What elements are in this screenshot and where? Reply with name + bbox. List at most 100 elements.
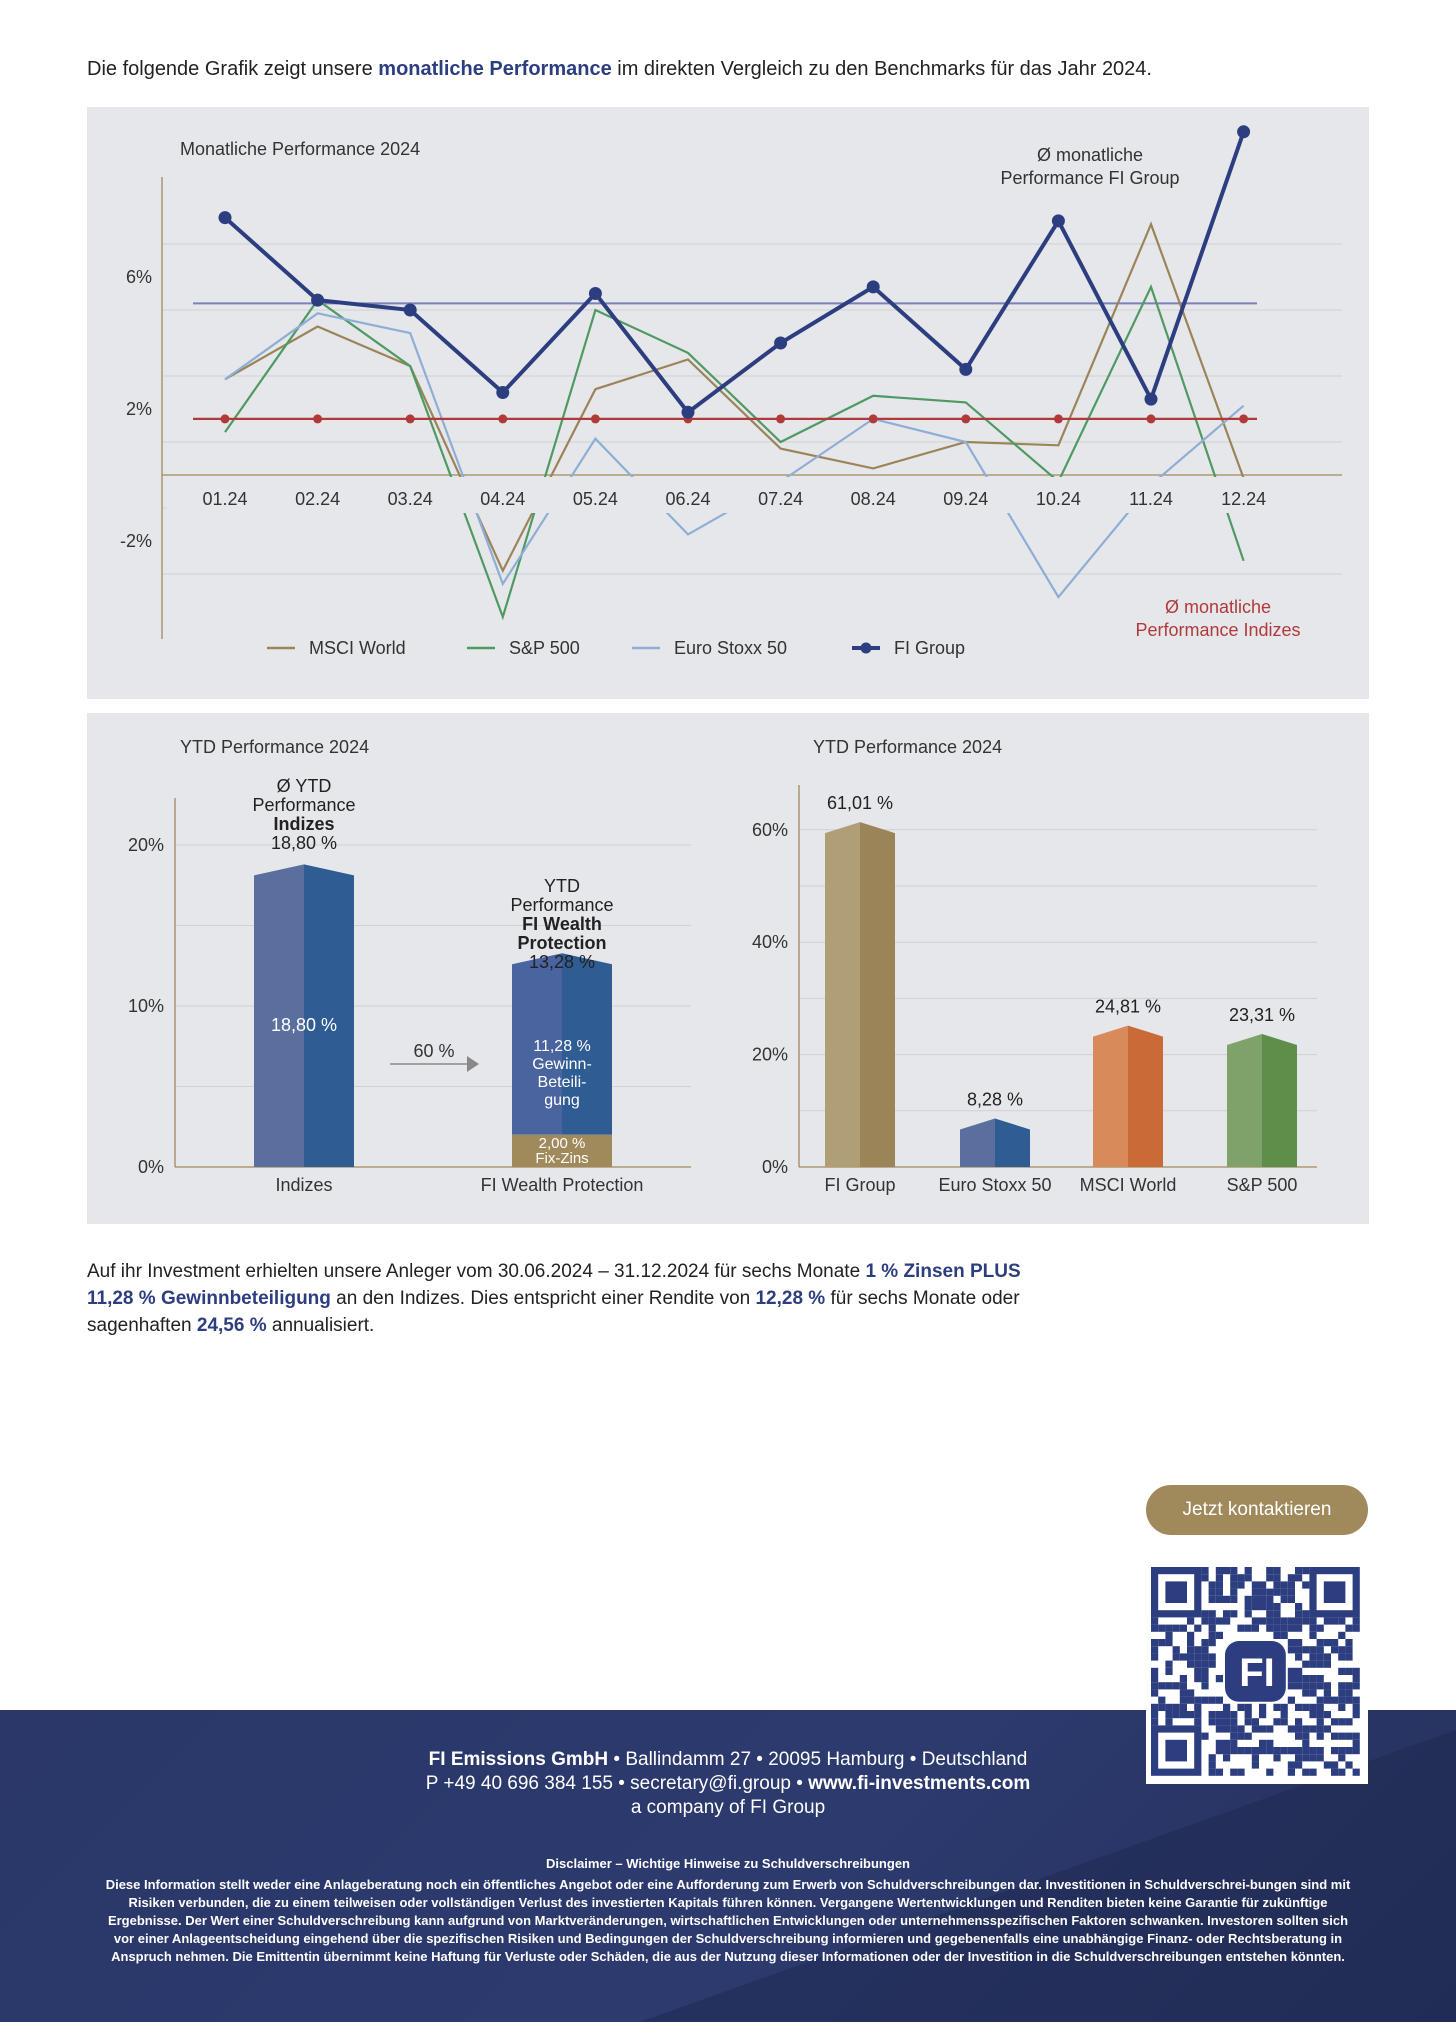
qr-module	[1338, 1747, 1346, 1755]
qr-module	[1201, 1610, 1209, 1618]
segment-label: 2,00 %	[539, 1135, 586, 1152]
qr-module	[1323, 1653, 1331, 1661]
qr-module	[1273, 1624, 1281, 1632]
qr-module	[1187, 1689, 1195, 1697]
legend-marker	[860, 642, 872, 654]
qr-module	[1208, 1624, 1216, 1632]
qr-module	[1244, 1574, 1252, 1582]
qr-module	[1316, 1660, 1324, 1668]
qr-module	[1208, 1768, 1216, 1776]
qr-module	[1251, 1725, 1259, 1733]
qr-module	[1273, 1610, 1281, 1618]
qr-module	[1230, 1711, 1238, 1719]
qr-module	[1316, 1703, 1324, 1711]
qr-module	[1338, 1696, 1346, 1704]
qr-module	[1223, 1754, 1231, 1762]
qr-module	[1194, 1660, 1202, 1668]
qr-module	[1287, 1682, 1295, 1690]
bar-top-label: FI Wealth	[522, 914, 602, 934]
x-category-label: MSCI World	[1080, 1175, 1177, 1195]
qr-module	[1302, 1739, 1310, 1747]
qr-module	[1345, 1761, 1353, 1769]
qr-finder-core	[1323, 1581, 1346, 1603]
qr-module	[1323, 1660, 1331, 1668]
qr-module	[1280, 1711, 1288, 1719]
qr-module	[1273, 1631, 1281, 1639]
qr-module	[1244, 1624, 1252, 1632]
qr-module	[1179, 1682, 1187, 1690]
x-tick-label: 06.24	[665, 489, 710, 509]
qr-module	[1338, 1732, 1346, 1740]
qr-module	[1309, 1675, 1317, 1683]
qr-module	[1194, 1696, 1202, 1704]
qr-module	[1280, 1581, 1288, 1589]
fi-group-point	[588, 287, 602, 300]
qr-module	[1187, 1660, 1195, 1668]
qr-module	[1309, 1624, 1317, 1632]
qr-module	[1338, 1682, 1346, 1690]
qr-module	[1187, 1639, 1195, 1647]
qr-module	[1295, 1703, 1303, 1711]
qr-module	[1215, 1631, 1223, 1639]
contact-button[interactable]: Jetzt kontaktieren	[1146, 1485, 1368, 1535]
qr-module	[1295, 1725, 1303, 1733]
qr-module	[1331, 1747, 1339, 1755]
qr-module	[1179, 1675, 1187, 1683]
qr-module	[1295, 1639, 1303, 1647]
qr-module	[1215, 1747, 1223, 1755]
y-tick-label: 10%	[128, 996, 164, 1016]
legend-label: Euro Stoxx 50	[674, 638, 787, 658]
qr-module	[1309, 1754, 1317, 1762]
qr-module	[1201, 1732, 1209, 1740]
qr-code[interactable]: FI	[1146, 1562, 1368, 1784]
qr-module	[1316, 1675, 1324, 1683]
qr-module	[1287, 1761, 1295, 1769]
bar-s-p-500	[1227, 1033, 1297, 1167]
legend-label: FI Group	[894, 638, 965, 658]
qr-module	[1215, 1567, 1223, 1575]
segment-label: Gewinn-	[532, 1056, 592, 1073]
series-line-s-p-500	[224, 283, 1245, 621]
qr-module	[1345, 1732, 1353, 1740]
avg-fi-label: Ø monatliche	[1037, 145, 1143, 165]
qr-module	[1201, 1567, 1209, 1575]
bar-fi-group	[825, 822, 895, 1167]
avg-indices-point	[1239, 414, 1249, 424]
qr-module	[1295, 1675, 1303, 1683]
qr-module	[1302, 1682, 1310, 1690]
qr-module	[1208, 1588, 1216, 1596]
x-label-band	[167, 477, 1342, 513]
qr-module	[1223, 1711, 1231, 1719]
monthly-chart-panel: Monatliche Performance 2024 6% 2% -2% 01.24 0…	[87, 107, 1369, 699]
qr-module	[1345, 1639, 1353, 1647]
qr-module	[1338, 1646, 1346, 1654]
qr-module	[1331, 1768, 1339, 1776]
avg-indices-point	[1146, 414, 1156, 424]
qr-code-image: FI	[1151, 1567, 1360, 1776]
qr-module	[1215, 1696, 1223, 1704]
qr-module	[1280, 1631, 1288, 1639]
bar-top-label: Performance	[252, 795, 355, 815]
qr-module	[1316, 1624, 1324, 1632]
qr-module	[1158, 1682, 1166, 1690]
qr-module	[1215, 1617, 1223, 1625]
qr-module	[1273, 1747, 1281, 1755]
qr-module	[1172, 1624, 1180, 1632]
qr-module	[1302, 1617, 1310, 1625]
qr-module	[1302, 1660, 1310, 1668]
qr-module	[1259, 1581, 1267, 1589]
qr-module	[1273, 1703, 1281, 1711]
qr-module	[1331, 1639, 1339, 1647]
avg-indices-point	[776, 414, 786, 424]
qr-module	[1151, 1703, 1159, 1711]
bar-top-label: YTD	[544, 876, 580, 896]
qr-module	[1244, 1703, 1252, 1711]
qr-module	[1208, 1696, 1216, 1704]
fi-group-point	[311, 293, 325, 307]
qr-module	[1165, 1624, 1173, 1632]
qr-module	[1230, 1739, 1238, 1747]
qr-module	[1237, 1768, 1245, 1776]
qr-module	[1295, 1624, 1303, 1632]
qr-module	[1280, 1617, 1288, 1625]
website-link[interactable]: www.fi-investments.com	[808, 1773, 1031, 1794]
